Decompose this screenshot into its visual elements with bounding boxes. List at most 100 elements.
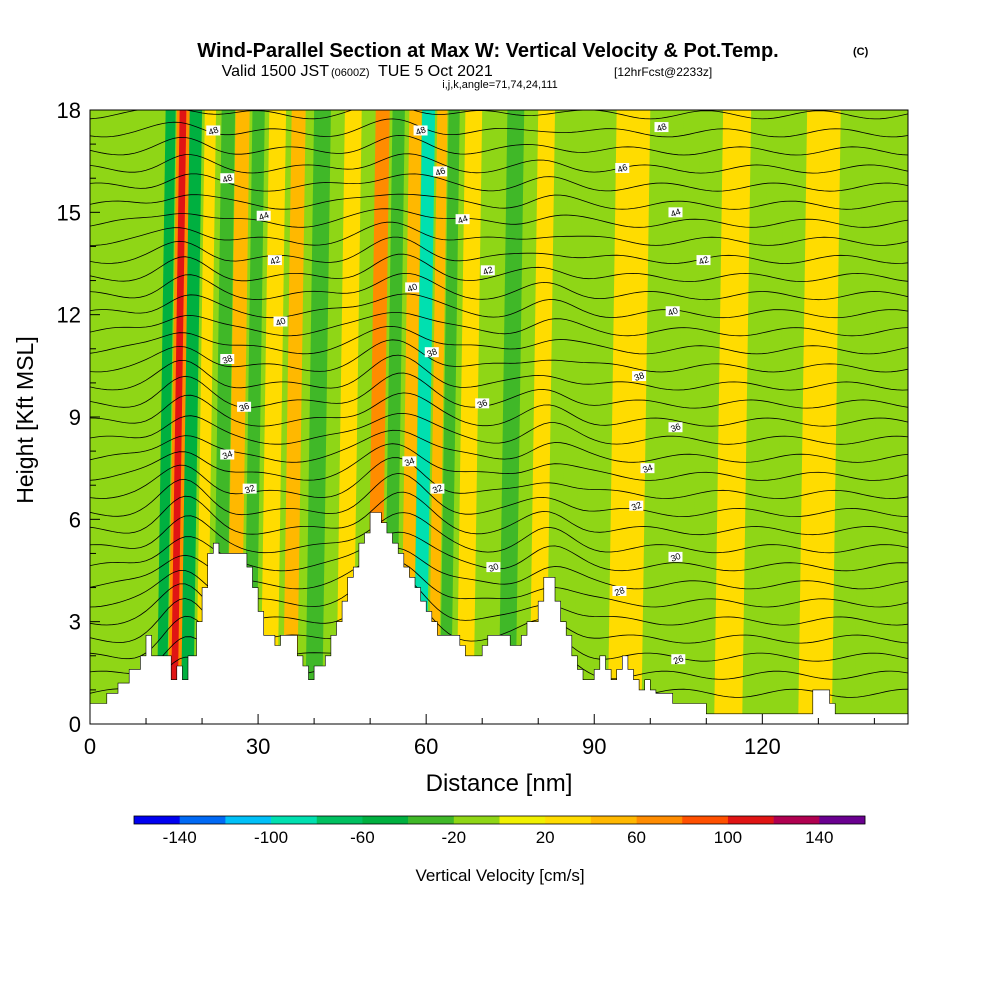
isentrope-line <box>90 134 908 156</box>
isentrope-label: 44 <box>257 210 270 223</box>
velocity-band <box>413 110 436 724</box>
y-tick-label: 12 <box>57 303 81 328</box>
isentrope-label-bg <box>668 207 683 218</box>
isentrope-label: 44 <box>456 213 469 226</box>
colorbar-swatch <box>590 816 637 824</box>
colorbar-swatch <box>316 816 363 824</box>
y-tick-label: 9 <box>69 405 81 430</box>
valid-time-utc: (0600Z) <box>331 67 370 79</box>
colorbar-tick-label: -20 <box>442 828 467 847</box>
isentrope-label-bg <box>665 306 680 317</box>
isentrope-line <box>90 512 908 554</box>
velocity-band <box>498 110 525 724</box>
y-tick-label: 3 <box>69 610 81 635</box>
isentrope-label-bg <box>220 354 235 365</box>
isentrope-line <box>90 193 908 210</box>
velocity-band <box>529 110 556 724</box>
colorbar-swatch <box>773 816 820 824</box>
colorbar-swatch <box>271 816 318 824</box>
x-tick-label: 120 <box>744 734 781 759</box>
colorbar-tick-label: 20 <box>536 828 555 847</box>
isentrope-line <box>90 293 908 319</box>
isentrope-line <box>90 392 908 427</box>
colorbar: -140 -100 -60 -20 20 60 100 140 <box>133 815 866 847</box>
x-axis-label: Distance [nm] <box>426 770 573 797</box>
velocity-band <box>560 110 584 724</box>
velocity-band <box>195 110 217 724</box>
isentrope-label-bg <box>430 483 445 494</box>
isentrope-label-bg <box>668 551 683 562</box>
isentrope-label: 32 <box>630 500 643 513</box>
isentrope-label-bg <box>640 463 655 474</box>
isentrope-line <box>90 110 908 120</box>
valid-time-prefix: Valid 1500 JST <box>222 63 330 80</box>
isentrope-line <box>90 153 908 174</box>
isentrope-label-bg <box>629 500 644 511</box>
isentrope-label-bg <box>206 125 221 136</box>
x-tick-label: 60 <box>414 734 438 759</box>
colorbar-tick-label: -100 <box>254 828 288 847</box>
isentrope-line <box>90 325 908 355</box>
isentrope-label: 40 <box>406 281 419 294</box>
isentrope-label: 30 <box>487 561 500 574</box>
isentrope-line <box>90 472 908 518</box>
valid-time-line: Valid 1500 JST (0600Z) TUE 5 Oct 2021 [1… <box>222 63 713 80</box>
colorbar-label: Vertical Velocity [cm/s] <box>415 866 584 885</box>
colorbar-swatch <box>134 816 180 824</box>
colorbar-swatch <box>727 816 774 824</box>
isentrope-label-bg <box>486 562 501 573</box>
isentrope-line <box>90 354 908 391</box>
chart-title: Wind-Parallel Section at Max W: Vertical… <box>197 40 778 62</box>
isentrope-label: 32 <box>431 483 444 496</box>
isentrope-label: 34 <box>641 462 654 475</box>
colorbar-tick-label: -140 <box>163 828 197 847</box>
velocity-band <box>854 110 880 724</box>
isentrope-label: 30 <box>669 551 682 564</box>
velocity-band <box>439 110 460 724</box>
isentrope-label: 26 <box>672 653 685 666</box>
colorbar-swatch <box>545 816 592 824</box>
isentrope-label: 48 <box>414 125 427 138</box>
isentrope-line <box>90 90 908 101</box>
isentrope-label-bg <box>668 422 683 433</box>
isentrope-line <box>90 221 908 246</box>
x-tick-label: 90 <box>582 734 606 759</box>
isentrope-label-bg <box>671 654 686 665</box>
isentrope-label: 36 <box>238 401 251 414</box>
isentrope-line <box>90 272 908 301</box>
isentrope-label-bg <box>273 316 288 327</box>
y-tick-label: 15 <box>57 200 81 225</box>
valid-time-date: TUE 5 Oct 2021 <box>378 63 493 80</box>
isentrope-label-bg <box>402 456 417 467</box>
colorbar-swatch <box>362 816 409 824</box>
y-tick-label: 0 <box>69 712 81 737</box>
isentrope-label-bg <box>632 371 647 382</box>
isentrope-label: 38 <box>426 346 439 359</box>
isentrope-line <box>90 118 908 138</box>
isentrope-line <box>90 457 908 499</box>
y-tick-label: 6 <box>69 507 81 532</box>
isentrope-label: 38 <box>221 353 234 366</box>
velocity-band <box>456 110 483 724</box>
isentrope-label-bg <box>267 255 282 266</box>
colorbar-swatch <box>408 816 455 824</box>
x-tick-label: 0 <box>84 734 96 759</box>
isentrope-label-bg <box>615 162 630 173</box>
colorbar-swatch <box>179 816 226 824</box>
isentrope-label: 36 <box>476 397 489 410</box>
isentrope-line <box>90 491 908 536</box>
colorbar-swatch <box>636 816 683 824</box>
colorbar-tick-label: 140 <box>805 828 833 847</box>
isentrope-label-bg <box>405 282 420 293</box>
isentrope-label: 48 <box>221 172 234 185</box>
isentrope-line <box>90 443 908 481</box>
isentrope-label: 34 <box>403 455 416 468</box>
isentrope-label: 40 <box>666 305 679 318</box>
forecast-info: [12hrFcst@2233z] <box>614 65 712 79</box>
isentrope-label: 38 <box>633 370 646 383</box>
isentrope-label-bg <box>433 166 448 177</box>
isentrope-label-bg <box>220 449 235 460</box>
colorbar-tick-label: -60 <box>350 828 375 847</box>
isentrope-label-bg <box>256 210 271 221</box>
isentrope-line <box>90 236 908 264</box>
